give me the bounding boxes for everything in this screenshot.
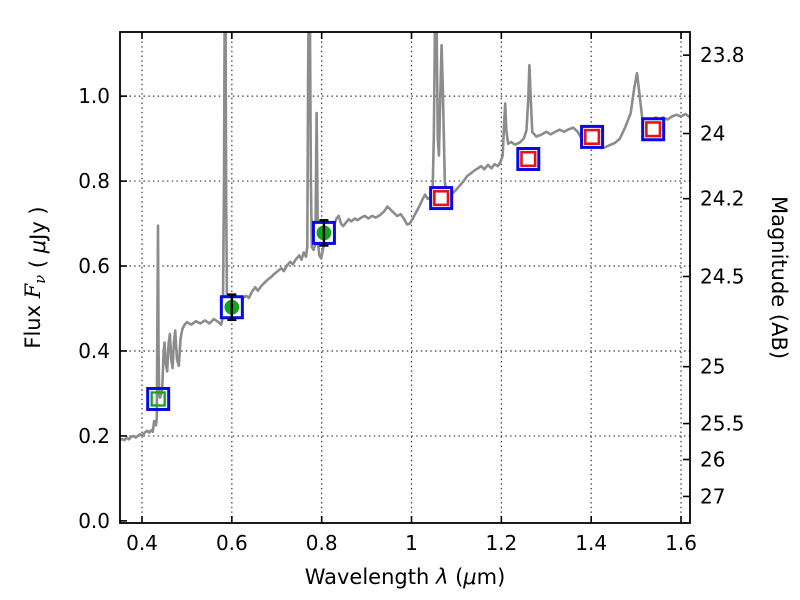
x-tick-label-1.4: 1.4 — [575, 531, 607, 555]
x-axis-label: Wavelength λ (μm) — [305, 565, 506, 589]
y-tick-label-0.4: 0.4 — [78, 339, 110, 363]
photometry-point-1-green-square-marker — [150, 391, 166, 407]
y2-tick-label-24.2: 24.2 — [700, 187, 745, 211]
x-tick-label-1.2: 1.2 — [485, 531, 517, 555]
y2-tick-label-27: 27 — [700, 484, 725, 508]
x-tick-label-1: 1 — [405, 531, 418, 555]
photometry-point-6-red-square-marker — [583, 128, 601, 146]
y2-tick-label-23.8: 23.8 — [700, 43, 745, 67]
galaxy-model-spectrum — [120, 32, 690, 442]
photometry-point-7-red-square-marker — [645, 121, 662, 138]
y-tick-label-1.0: 1.0 — [78, 84, 110, 108]
photometry-point-5-red-square-marker — [520, 150, 537, 168]
axes-border — [119, 31, 691, 524]
y-tick-label-0.8: 0.8 — [78, 169, 110, 193]
x-tick-label-0.4: 0.4 — [126, 531, 158, 555]
y2-tick-label-24: 24 — [700, 122, 725, 146]
x-tick-label-0.8: 0.8 — [306, 531, 338, 555]
y-axis-label: Flux Fν ( μJy ) — [21, 206, 50, 348]
photometry-point-1-blue-square-marker — [146, 386, 171, 411]
x-tick-label-0.6: 0.6 — [216, 531, 248, 555]
y2-axis-label: Magnitude (AB) — [767, 196, 791, 359]
y2-tick-label-25: 25 — [700, 355, 725, 379]
y-tick-label-0.6: 0.6 — [78, 254, 110, 278]
y2-tick-label-25.5: 25.5 — [700, 412, 745, 436]
y-tick-label-0.2: 0.2 — [78, 424, 110, 448]
y2-tick-label-24.5: 24.5 — [700, 264, 745, 288]
photometry-point-4-red-square-marker — [433, 189, 450, 207]
x-tick-label-1.6: 1.6 — [665, 531, 697, 555]
y2-tick-label-26: 26 — [700, 448, 725, 472]
y-tick-label-0.0: 0.0 — [78, 509, 110, 533]
